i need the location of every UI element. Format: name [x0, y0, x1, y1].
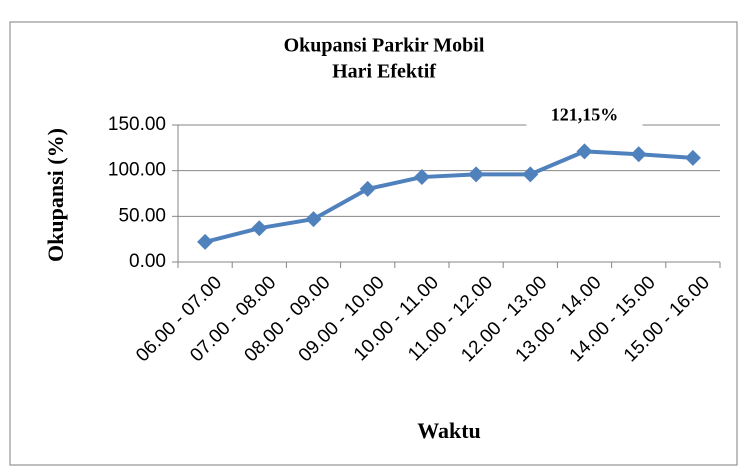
marker — [684, 149, 701, 166]
marker — [630, 146, 647, 163]
marker — [413, 169, 430, 186]
y-tick-label: 0.00 — [129, 251, 166, 272]
chart-border — [9, 21, 738, 466]
y-tick-label: 100.00 — [108, 160, 166, 181]
marker — [359, 180, 376, 197]
marker — [576, 143, 593, 160]
marker — [468, 166, 485, 183]
marker — [197, 233, 214, 250]
y-tick-label: 50.00 — [118, 205, 166, 226]
y-axis-label: Okupansi (%) — [43, 128, 68, 262]
marker — [305, 211, 322, 228]
marker — [522, 166, 539, 183]
line — [204, 149, 694, 244]
marker — [251, 220, 268, 237]
data-label: 121,15% — [551, 104, 619, 124]
chart-title: Okupansi Parkir Mobil — [284, 35, 485, 57]
data-label-box — [526, 97, 643, 136]
x-axis-label: Waktu — [417, 418, 481, 443]
chart-title: Hari Efektif — [332, 61, 436, 83]
y-tick-label: 150.00 — [108, 114, 166, 135]
